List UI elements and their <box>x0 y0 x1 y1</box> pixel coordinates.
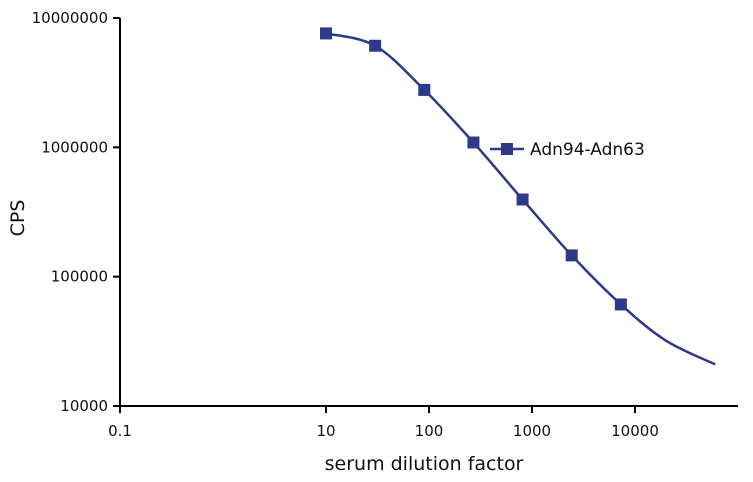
x-tick-label: 100 <box>415 422 444 440</box>
data-point-marker <box>320 27 332 40</box>
legend-marker <box>501 143 513 155</box>
data-point-marker <box>369 39 382 52</box>
data-point-marker <box>516 193 529 206</box>
series-layer <box>320 27 716 366</box>
ticks: 0.1 10 100 1000 10000 10000 100000 1000000 10000… <box>32 9 659 440</box>
legend-label: Adn94-Adn63 <box>530 140 645 160</box>
data-point-marker <box>565 249 578 262</box>
legend: Adn94-Adn63 <box>490 140 645 160</box>
y-tick-label: 100000 <box>51 268 108 286</box>
x-axis-title: serum dilution factor <box>325 453 524 475</box>
axes <box>119 18 738 407</box>
x-tick-label: 10 <box>316 422 335 440</box>
y-axis-title: CPS <box>7 200 29 237</box>
y-tick-label: 10000000 <box>32 9 108 27</box>
x-tick-label: 1000 <box>513 422 551 440</box>
data-point-marker <box>614 298 627 311</box>
data-point-marker <box>418 83 431 96</box>
data-point-marker <box>467 136 480 149</box>
y-tick-label: 10000 <box>60 397 108 415</box>
y-tick-label: 1000000 <box>41 138 108 156</box>
x-tick-label: 10000 <box>611 422 659 440</box>
x-tick-label: 0.1 <box>108 422 132 440</box>
